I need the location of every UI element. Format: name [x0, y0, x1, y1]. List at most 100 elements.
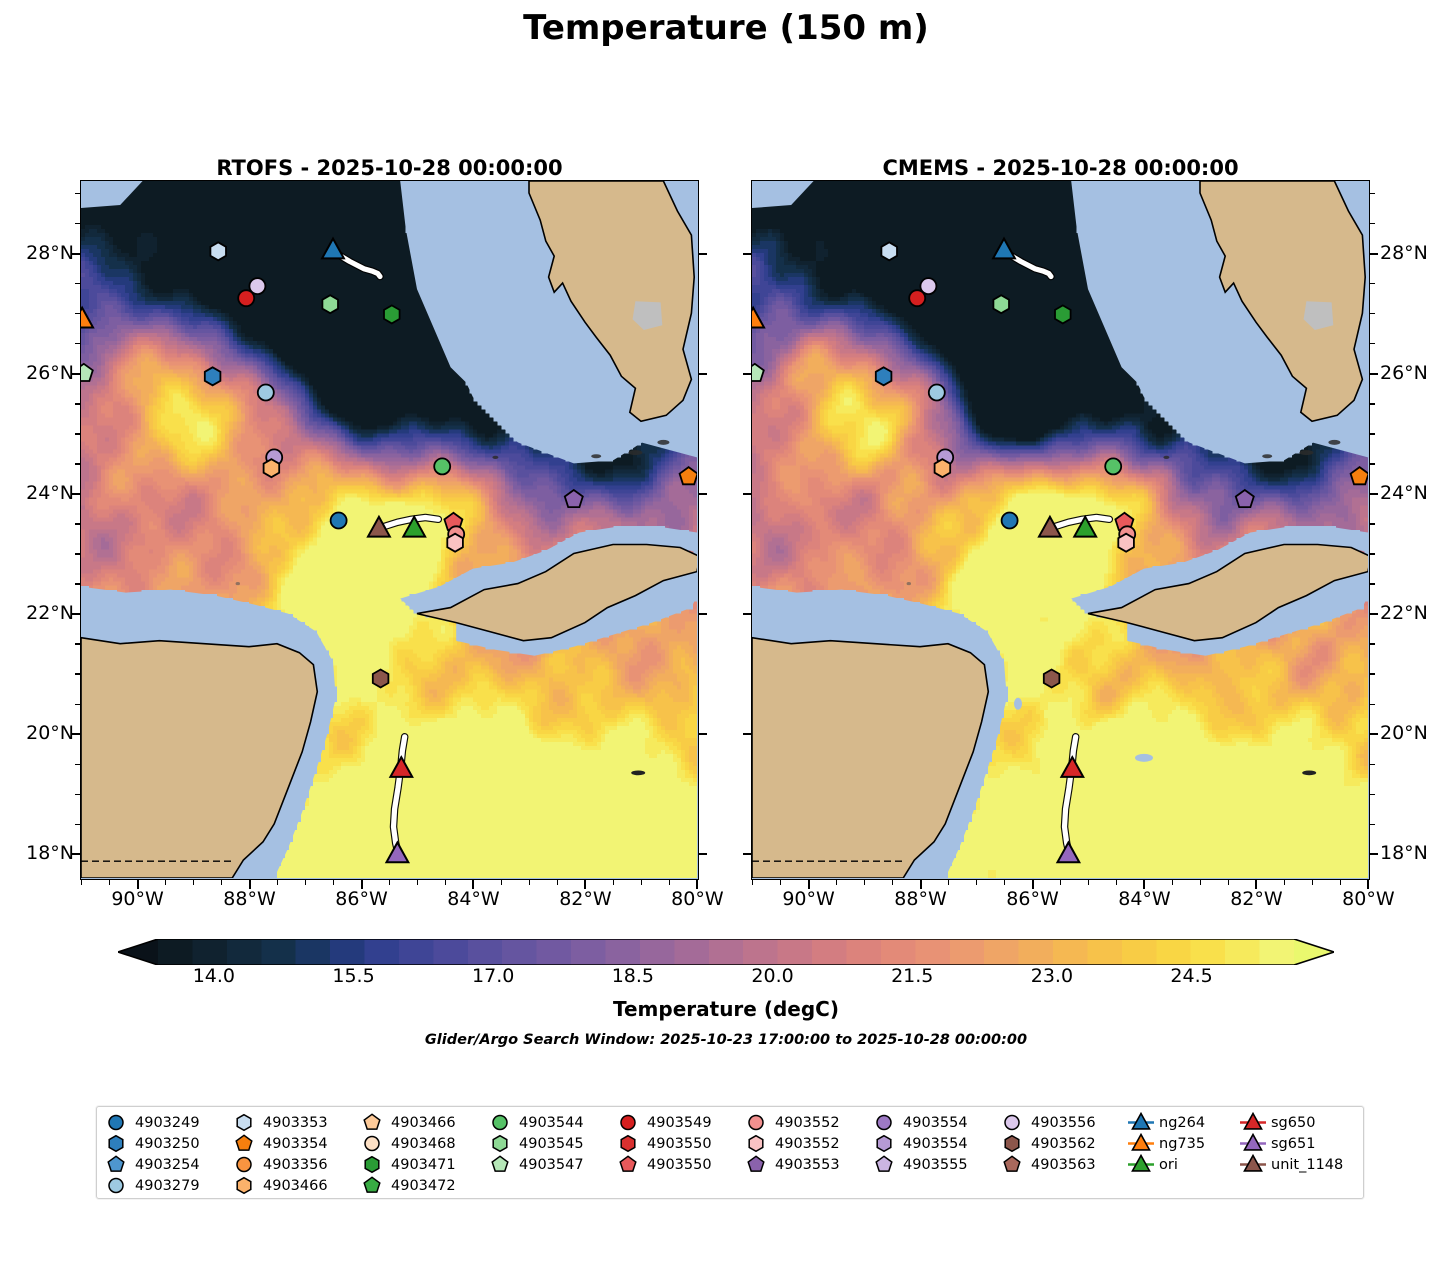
- legend[interactable]: 4903249 4903250 4903254 4903279 4903353 49033…: [96, 1106, 1364, 1199]
- marker-4903353: [880, 241, 898, 262]
- legend-item-4903353[interactable]: 4903353: [231, 1112, 359, 1133]
- tick: [472, 880, 475, 889]
- legend-item-4903544[interactable]: 4903544: [487, 1112, 615, 1133]
- ytick-left-28°N: 28°N: [0, 242, 74, 264]
- map-panel-rtofs[interactable]: [80, 180, 699, 880]
- tick: [75, 793, 80, 795]
- legend-item-4903553[interactable]: 4903553: [743, 1154, 871, 1175]
- colorbar-label: Temperature (degC): [0, 997, 1452, 1021]
- legend-item-4903555[interactable]: 4903555: [871, 1154, 999, 1175]
- tick: [1370, 372, 1378, 375]
- xtick-84°W: 84°W: [428, 888, 518, 910]
- glider-tracks: [1003, 249, 1114, 857]
- tick: [1370, 703, 1375, 705]
- legend-item-4903250[interactable]: 4903250: [103, 1133, 231, 1154]
- tick: [779, 880, 782, 885]
- legend-item-ng735[interactable]: ng735: [1127, 1133, 1239, 1154]
- legend-column-8: ng264 ng735 ori: [1127, 1112, 1239, 1196]
- legend-item-4903471[interactable]: 4903471: [359, 1154, 487, 1175]
- xtick-80°W: 80°W: [652, 888, 742, 910]
- marker-4903249: [1000, 511, 1019, 530]
- triangle-line-marker-icon: [1127, 1133, 1157, 1154]
- legend-item-4903249[interactable]: 4903249: [103, 1112, 231, 1133]
- marker-ng735: [81, 305, 95, 329]
- tick: [75, 192, 80, 195]
- colorbar[interactable]: [118, 939, 1334, 965]
- legend-item-sg650[interactable]: sg650: [1239, 1112, 1351, 1133]
- legend-item-4903556[interactable]: 4903556: [999, 1112, 1127, 1133]
- pentagon-marker-icon: [615, 1154, 645, 1175]
- tick: [743, 492, 751, 495]
- legend-label: 4903468: [389, 1136, 456, 1152]
- legend-item-4903554[interactable]: 4903554: [871, 1112, 999, 1133]
- tick: [72, 372, 80, 375]
- legend-item-4903472[interactable]: 4903472: [359, 1175, 487, 1196]
- marker-4903553: [563, 488, 584, 509]
- legend-item-4903550[interactable]: 4903550: [615, 1133, 743, 1154]
- panel-title-cmems: CMEMS - 2025-10-28 00:00:00: [751, 156, 1370, 180]
- ytick-right-24°N: 24°N: [1380, 482, 1452, 504]
- legend-item-4903279[interactable]: 4903279: [103, 1175, 231, 1196]
- hexagon-marker-icon: [231, 1112, 261, 1133]
- legend-item-4903552[interactable]: 4903552: [743, 1112, 871, 1133]
- triangle-line-marker-icon: [1239, 1154, 1269, 1175]
- tick: [1370, 403, 1375, 405]
- map-panel-cmems[interactable]: [751, 180, 1370, 880]
- legend-item-4903254[interactable]: 4903254: [103, 1154, 231, 1175]
- legend-item-4903466[interactable]: 4903466: [359, 1112, 487, 1133]
- circle-marker-icon: [487, 1112, 517, 1133]
- tick: [699, 613, 707, 616]
- legend-item-4903468[interactable]: 4903468: [359, 1133, 487, 1154]
- legend-item-ori[interactable]: ori: [1127, 1154, 1239, 1175]
- legend-item-4903554[interactable]: 4903554: [871, 1133, 999, 1154]
- marker-4903552b: [446, 532, 464, 553]
- legend-item-4903354[interactable]: 4903354: [231, 1133, 359, 1154]
- legend-item-4903356[interactable]: 4903356: [231, 1154, 359, 1175]
- legend-column-9: sg650 sg651 unit_1148: [1239, 1112, 1351, 1196]
- tick: [1370, 222, 1375, 225]
- legend-item-4903552[interactable]: 4903552: [743, 1133, 871, 1154]
- triangle-line-marker-icon: [1127, 1112, 1157, 1133]
- platform-markers: [81, 236, 697, 864]
- legend-item-4903545[interactable]: 4903545: [487, 1133, 615, 1154]
- marker-4903562: [1042, 668, 1061, 689]
- legend-item-4903466[interactable]: 4903466: [231, 1175, 359, 1196]
- legend-label: 4903550: [645, 1157, 712, 1173]
- marker-4903562: [371, 668, 390, 689]
- legend-label: 4903466: [389, 1115, 456, 1131]
- tick: [807, 880, 810, 889]
- circle-marker-icon: [103, 1112, 133, 1133]
- marker-4903466: [262, 458, 281, 479]
- legend-label: 4903353: [261, 1115, 328, 1131]
- hexagon-marker-icon: [871, 1133, 901, 1154]
- legend-item-sg651[interactable]: sg651: [1239, 1133, 1351, 1154]
- map-canvas-rtofs: [81, 181, 697, 878]
- legend-grid: 4903249 4903250 4903254 4903279 4903353 49033…: [103, 1112, 1351, 1196]
- tick: [248, 880, 251, 889]
- search-window-caption: Glider/Argo Search Window: 2025-10-23 17…: [0, 1032, 1452, 1048]
- ytick-left-18°N: 18°N: [0, 842, 74, 864]
- tick: [612, 880, 615, 885]
- legend-item-4903550[interactable]: 4903550: [615, 1154, 743, 1175]
- marker-sg650: [1059, 755, 1085, 778]
- hexagon-marker-icon: [743, 1133, 773, 1154]
- tick: [1370, 793, 1375, 795]
- legend-column-3: 4903544 4903545 4903547: [487, 1112, 615, 1196]
- marker-4903544: [433, 457, 452, 476]
- legend-item-unit_1148[interactable]: unit_1148: [1239, 1154, 1351, 1175]
- tick: [1031, 880, 1034, 889]
- colorbar-tick-24.5: 24.5: [1152, 965, 1232, 987]
- legend-item-4903562[interactable]: 4903562: [999, 1133, 1127, 1154]
- marker-ng735: [752, 305, 766, 329]
- hexagon-marker-icon: [103, 1133, 133, 1154]
- colorbar-tick-20.0: 20.0: [733, 965, 813, 987]
- legend-item-ng264[interactable]: ng264: [1127, 1112, 1239, 1133]
- legend-label: 4903472: [389, 1178, 456, 1194]
- xtick-80°W: 80°W: [1323, 888, 1413, 910]
- legend-item-4903549[interactable]: 4903549: [615, 1112, 743, 1133]
- legend-item-4903547[interactable]: 4903547: [487, 1154, 615, 1175]
- tick: [696, 880, 699, 889]
- legend-label: 4903549: [645, 1115, 712, 1131]
- legend-item-4903563[interactable]: 4903563: [999, 1154, 1127, 1175]
- tick: [1370, 823, 1375, 826]
